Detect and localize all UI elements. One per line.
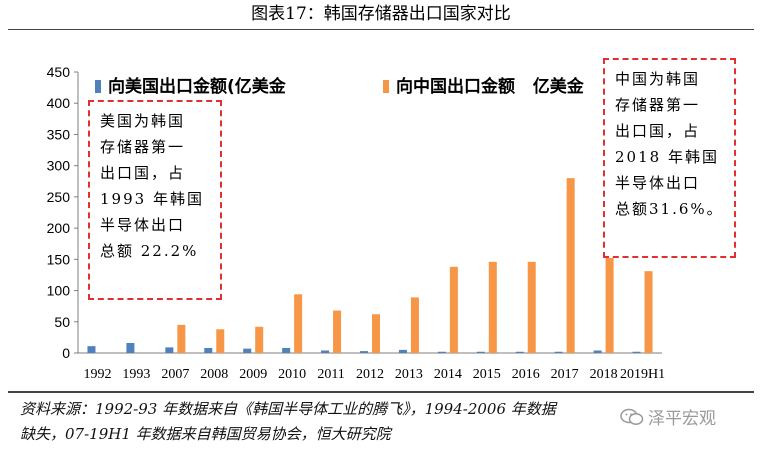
bar-us (476, 351, 485, 353)
source-line-1: 资料来源：1992-93 年数据来自《韩国半导体工业的腾飞》，1994-2006… (20, 400, 556, 418)
y-tick-label: 350 (47, 126, 71, 142)
title-rule (8, 29, 754, 30)
annotation-cn-line: 2018 年韩国 (615, 148, 719, 166)
x-tick-label: 1992 (83, 367, 111, 382)
x-tick-label: 2008 (200, 367, 228, 382)
source-rule (8, 391, 754, 393)
x-tick-label: 2019H1 (620, 367, 665, 382)
x-tick-label: 1993 (122, 367, 150, 382)
bar-us (632, 351, 641, 353)
bar-us (515, 351, 524, 353)
x-tick-label: 2014 (434, 367, 462, 382)
bar-us (165, 347, 174, 353)
y-tick-label: 450 (47, 64, 71, 80)
legend-swatch-us (95, 80, 101, 93)
bar-us (321, 350, 330, 353)
bar-cn (177, 324, 186, 353)
wechat-icon (620, 408, 644, 425)
x-axis: 1992 1993 2007 2008 2009 2010 2011 2012 2013 2014… (78, 352, 665, 382)
bar-cn (216, 329, 225, 353)
y-tick-label: 400 (47, 95, 71, 111)
annotation-us-line: 半导体出口 (100, 216, 186, 234)
x-tick-label: 2009 (239, 367, 267, 382)
bar-us (87, 346, 96, 353)
watermark: 泽平宏观 (620, 404, 716, 429)
x-tick-label: 2017 (551, 367, 579, 382)
bar-cn (410, 297, 419, 353)
annotation-us: 美国为韩国 存储器第一 出口国，占 1993 年韩国 半导体出口 总额 22.2… (88, 100, 222, 300)
bar-cn (488, 261, 497, 353)
y-axis: 0 50 100 150 200 250 300 350 400 450 (47, 64, 79, 361)
y-tick-label: 200 (47, 220, 71, 236)
annotation-us-line: 存储器第一 (100, 138, 186, 156)
y-tick-label: 0 (62, 345, 70, 361)
bar-us (398, 349, 407, 353)
x-tick-label: 2018 (590, 367, 618, 382)
legend-label-cn: 向中国出口金额 亿美金 (396, 76, 585, 97)
bar-cn (449, 266, 458, 353)
x-tick-label: 2012 (356, 367, 384, 382)
annotation-cn-line: 存储器第一 (615, 96, 701, 114)
x-tick-label: 2010 (278, 367, 306, 382)
watermark-text: 泽平宏观 (648, 409, 716, 429)
annotation-cn-line: 总额31.6%。 (615, 200, 724, 218)
bar-us (360, 351, 368, 353)
legend-label-us: 向美国出口金额(亿美金 (108, 76, 287, 97)
x-tick-label: 2015 (473, 367, 501, 382)
y-tick-label: 50 (54, 314, 70, 330)
bar-us (593, 350, 602, 353)
x-tick-label: 2016 (512, 367, 540, 382)
bar-cn (566, 178, 575, 353)
bar-us (437, 351, 446, 353)
bar-cn (333, 310, 342, 353)
bar-us (243, 348, 252, 353)
bar-us (554, 351, 563, 353)
x-tick-label: 2011 (317, 367, 344, 382)
x-tick-label: 2013 (395, 367, 423, 382)
y-tick-label: 150 (47, 251, 71, 267)
annotation-cn-line: 中国为韩国 (615, 70, 701, 88)
bar-cn (255, 326, 264, 353)
bar-us (282, 348, 291, 353)
annotation-us-line: 1993 年韩国 (100, 190, 204, 208)
legend-swatch-cn (383, 80, 389, 93)
legend: 向美国出口金额(亿美金 向中国出口金额 亿美金 (95, 76, 585, 97)
bar-cn (372, 314, 380, 353)
annotation-us-line: 出口国，占 (100, 164, 186, 182)
annotation-us-line: 美国为韩国 (100, 112, 186, 130)
bar-us (204, 348, 213, 353)
annotation-us-line: 总额 22.2% (100, 242, 199, 260)
y-tick-label: 100 (47, 283, 71, 299)
x-tick-label: 2007 (161, 367, 189, 382)
bar-us (126, 343, 135, 353)
bar-cn (294, 294, 303, 353)
y-tick-label: 250 (47, 189, 71, 205)
annotation-cn-line: 半导体出口 (615, 174, 701, 192)
figure-title: 图表17：韩国存储器出口国家对比 (251, 4, 511, 24)
source-line-2: 缺失，07-19H1 年数据来自韩国贸易协会，恒大研究院 (20, 425, 391, 443)
bar-cn (644, 271, 653, 353)
source-note: 资料来源：1992-93 年数据来自《韩国半导体工业的腾飞》，1994-2006… (20, 397, 710, 447)
annotation-cn-line: 出口国，占 (615, 122, 701, 140)
bar-cn (527, 261, 536, 353)
y-tick-label: 300 (47, 158, 71, 174)
annotation-cn: 中国为韩国 存储器第一 出口国，占 2018 年韩国 半导体出口 总额31.6%… (603, 58, 736, 258)
